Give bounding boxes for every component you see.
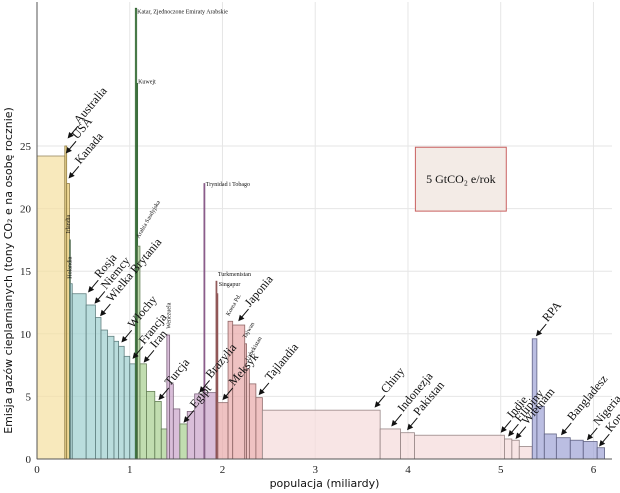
label-chiny: Chiny — [378, 364, 408, 395]
x-tick-label: 3 — [312, 464, 318, 476]
y-tick-label: 5 — [26, 391, 32, 403]
arrowhead-filipiny — [508, 429, 515, 437]
arrowhead-wielka-brytania — [100, 309, 107, 317]
arrowhead-chiny — [374, 401, 381, 408]
bar-australia — [36, 155, 66, 460]
bar-chiny — [261, 409, 381, 460]
arrowhead-kongo — [599, 439, 606, 447]
bar-uzbekistan — [246, 368, 250, 460]
arrowhead-meksyk — [222, 393, 229, 401]
label-korea-pd: Korea Pd. — [226, 293, 243, 317]
arrowhead-japonia — [238, 314, 245, 322]
bar-bangladesz — [555, 437, 571, 460]
arrowhead-rpa — [535, 329, 543, 337]
bar-indonezja — [379, 428, 401, 460]
arrowhead-turcja — [158, 393, 165, 401]
label-trynidad-i-tobago: Trynidad i Tobago — [206, 182, 250, 188]
grid-lines — [36, 2, 612, 460]
arrowhead-iran — [143, 356, 150, 363]
bar-az-2 — [518, 446, 533, 460]
arrowhead-indonezja — [391, 419, 398, 427]
bar-tajlandia — [255, 397, 263, 460]
label-turkmenistan: Turkmenistan — [218, 272, 251, 278]
legend-box — [414, 146, 507, 212]
bar-wietnam — [511, 439, 520, 460]
bar-francja — [129, 363, 136, 460]
x-tick-label: 6 — [591, 464, 597, 476]
y-tick-label: 10 — [20, 329, 32, 341]
arrowhead-kanada — [68, 172, 75, 179]
bar-wenezuela — [166, 334, 171, 460]
y-tick-label: 15 — [20, 266, 32, 278]
arrowhead-niemcy — [94, 297, 101, 304]
label-singapur: Singapur — [219, 282, 241, 288]
arrowhead-pakistan — [407, 423, 414, 431]
bar-kongo — [596, 447, 605, 460]
bar-bw-2 — [160, 428, 168, 460]
bar-egipt — [179, 423, 188, 460]
y-tick-label: 0 — [26, 454, 32, 466]
bar-japonia — [232, 324, 246, 460]
bar-wielka-brytania — [95, 317, 102, 460]
y-tick-label: 20 — [20, 204, 32, 216]
bar-wlochy — [118, 345, 125, 460]
bar-indie — [414, 434, 505, 460]
arrowhead-francja — [132, 352, 139, 359]
bar-al-1 — [169, 383, 174, 460]
x-tick-label: 5 — [498, 464, 504, 476]
arrowhead-indie — [500, 426, 507, 433]
arrowhead-rosja — [88, 285, 95, 293]
bar-rosja — [71, 293, 87, 460]
bar-al-3 — [186, 411, 196, 460]
bar-meksyk — [217, 402, 229, 460]
arrowhead-nigeria — [586, 433, 594, 441]
bar-europa-1 — [100, 329, 108, 460]
label-irlandia: Irlandia — [66, 215, 72, 234]
bars-group — [36, 7, 605, 460]
arrowhead-bangladesz — [560, 428, 568, 436]
legend: 5 GtCO₂ e/rok — [414, 146, 507, 212]
label-turcja: Turcja — [162, 355, 193, 388]
label-arabia-saudyjska: Arabia Saudyjska — [136, 200, 163, 240]
x-tick-label: 4 — [405, 464, 411, 476]
axes: 0 1 2 3 4 5 6 0 5 10 15 20 25 — [20, 2, 612, 476]
bar-af-3 — [569, 439, 584, 460]
bar-az-1 — [248, 383, 257, 460]
bar-af-2 — [543, 433, 557, 460]
x-axis-title: populacja (miliardy) — [270, 477, 380, 490]
bar-niemcy — [85, 304, 96, 460]
bar-europa-3 — [113, 340, 120, 460]
bar-al-2 — [172, 408, 181, 460]
bar-nigeria — [582, 441, 598, 460]
y-axis-title: Emisja gazów cieplarnianych (tony CO₂ e … — [2, 107, 15, 434]
y-tick-label: 25 — [20, 141, 32, 153]
label-tajlandia: Tajlandia — [262, 340, 302, 384]
bar-pakistan — [400, 432, 415, 460]
bar-europa-2 — [107, 335, 115, 460]
arrowhead-wlochy — [121, 336, 128, 343]
bar-filipiny — [504, 438, 513, 460]
bar-al-4 — [204, 392, 217, 460]
arrowhead-brazylia — [199, 386, 206, 393]
bar-bw-1 — [146, 390, 156, 460]
label-holandia: Holandia — [67, 256, 73, 278]
bar-europa-4 — [123, 355, 131, 460]
arrowhead-egipt — [183, 416, 190, 423]
x-tick-label: 2 — [220, 464, 226, 476]
arrowhead-usa — [65, 146, 72, 154]
arrowhead-tajlandia — [258, 388, 265, 396]
legend-label: 5 GtCO₂ e/rok — [426, 172, 496, 186]
label-kuwejt: Kuwejt — [138, 79, 156, 85]
x-tick-label: 1 — [127, 464, 133, 476]
arrowhead-wietnam — [515, 432, 522, 439]
label-rpa: RPA — [539, 298, 564, 324]
bar-iran — [139, 363, 147, 460]
label-katar-zjednoczone-emiraty-arabskie: Katar, Zjednoczone Emiraty Arabskie — [137, 9, 228, 15]
label-wenezuela: Wenezuela — [167, 302, 173, 329]
x-tick-label: 0 — [34, 464, 40, 476]
bar-turcja — [154, 401, 162, 460]
arrowhead-australia — [67, 131, 74, 139]
